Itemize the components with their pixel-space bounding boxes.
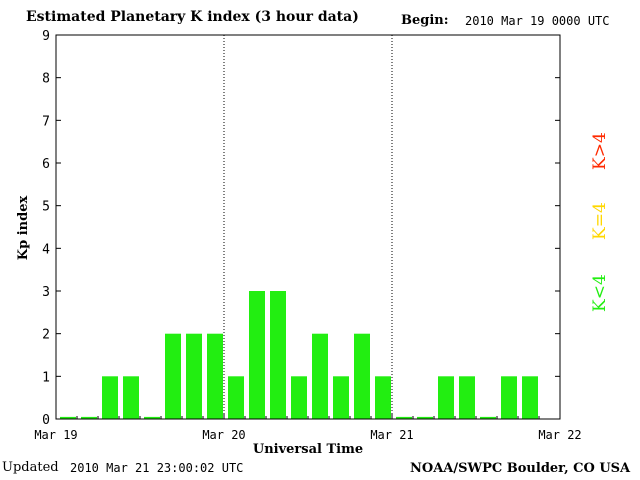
kp-bar bbox=[81, 416, 97, 419]
begin-value: 2010 Mar 19 0000 UTC bbox=[465, 14, 610, 28]
x-axis: Mar 19 Mar 20 Mar 21 Mar 22 bbox=[34, 413, 582, 442]
begin-label: Begin: bbox=[401, 13, 449, 28]
plot-frame bbox=[55, 34, 561, 420]
kp-bar bbox=[270, 291, 286, 419]
y-tick-label: 2 bbox=[42, 328, 50, 343]
kp-bar bbox=[438, 376, 454, 419]
kp-bar bbox=[249, 291, 265, 419]
x-tick-label: Mar 20 bbox=[202, 428, 245, 442]
kp-bar bbox=[480, 416, 496, 419]
y-tick-label: 4 bbox=[42, 242, 50, 257]
bars-layer bbox=[60, 291, 538, 419]
x-tick-label: Mar 19 bbox=[34, 428, 77, 442]
updated-value: 2010 Mar 21 23:00:02 UTC bbox=[70, 461, 244, 475]
x-axis-label: Universal Time bbox=[253, 442, 363, 457]
kp-bar bbox=[60, 416, 76, 419]
y-tick-label: 3 bbox=[42, 285, 50, 300]
kp-bar bbox=[228, 376, 244, 419]
kp-bar bbox=[417, 416, 433, 419]
y-tick-label: 5 bbox=[42, 200, 50, 215]
kp-bar bbox=[207, 333, 223, 419]
y-tick-label: 7 bbox=[42, 114, 50, 129]
updated-label: Updated bbox=[2, 460, 59, 475]
kp-bar bbox=[354, 333, 370, 419]
kp-bar bbox=[165, 333, 181, 419]
grid-layer bbox=[223, 35, 393, 419]
y-tick-label: 1 bbox=[42, 370, 50, 385]
legend-k-greater-4: K>4 bbox=[590, 132, 610, 170]
legend-k-equal-4: K=4 bbox=[590, 202, 610, 240]
kp-bar bbox=[333, 376, 349, 419]
kp-bar bbox=[501, 376, 517, 419]
y-tick-label: 9 bbox=[42, 29, 50, 44]
legend-k-less-4: K<4 bbox=[590, 274, 610, 312]
chart-title: Estimated Planetary K index (3 hour data… bbox=[26, 9, 359, 25]
y-tick-label: 6 bbox=[42, 157, 50, 172]
kp-bar bbox=[522, 376, 538, 419]
x-tick-label: Mar 22 bbox=[538, 428, 581, 442]
kp-bar bbox=[186, 333, 202, 419]
y-tick-label: 8 bbox=[42, 72, 50, 87]
y-axis-label: Kp index bbox=[16, 196, 31, 261]
credit-text: NOAA/SWPC Boulder, CO USA bbox=[410, 461, 631, 476]
kp-bar bbox=[291, 376, 307, 419]
kp-bar bbox=[312, 333, 328, 419]
kp-bar bbox=[396, 416, 412, 419]
y-axis: 0 1 2 3 4 5 6 7 8 9 bbox=[42, 29, 560, 428]
kp-bar bbox=[375, 376, 391, 419]
kp-bar bbox=[459, 376, 475, 419]
kp-bar bbox=[144, 416, 160, 419]
x-tick-label: Mar 21 bbox=[370, 428, 413, 442]
y-tick-label: 0 bbox=[42, 413, 50, 428]
kp-bar bbox=[123, 376, 139, 419]
kp-bar bbox=[102, 376, 118, 419]
